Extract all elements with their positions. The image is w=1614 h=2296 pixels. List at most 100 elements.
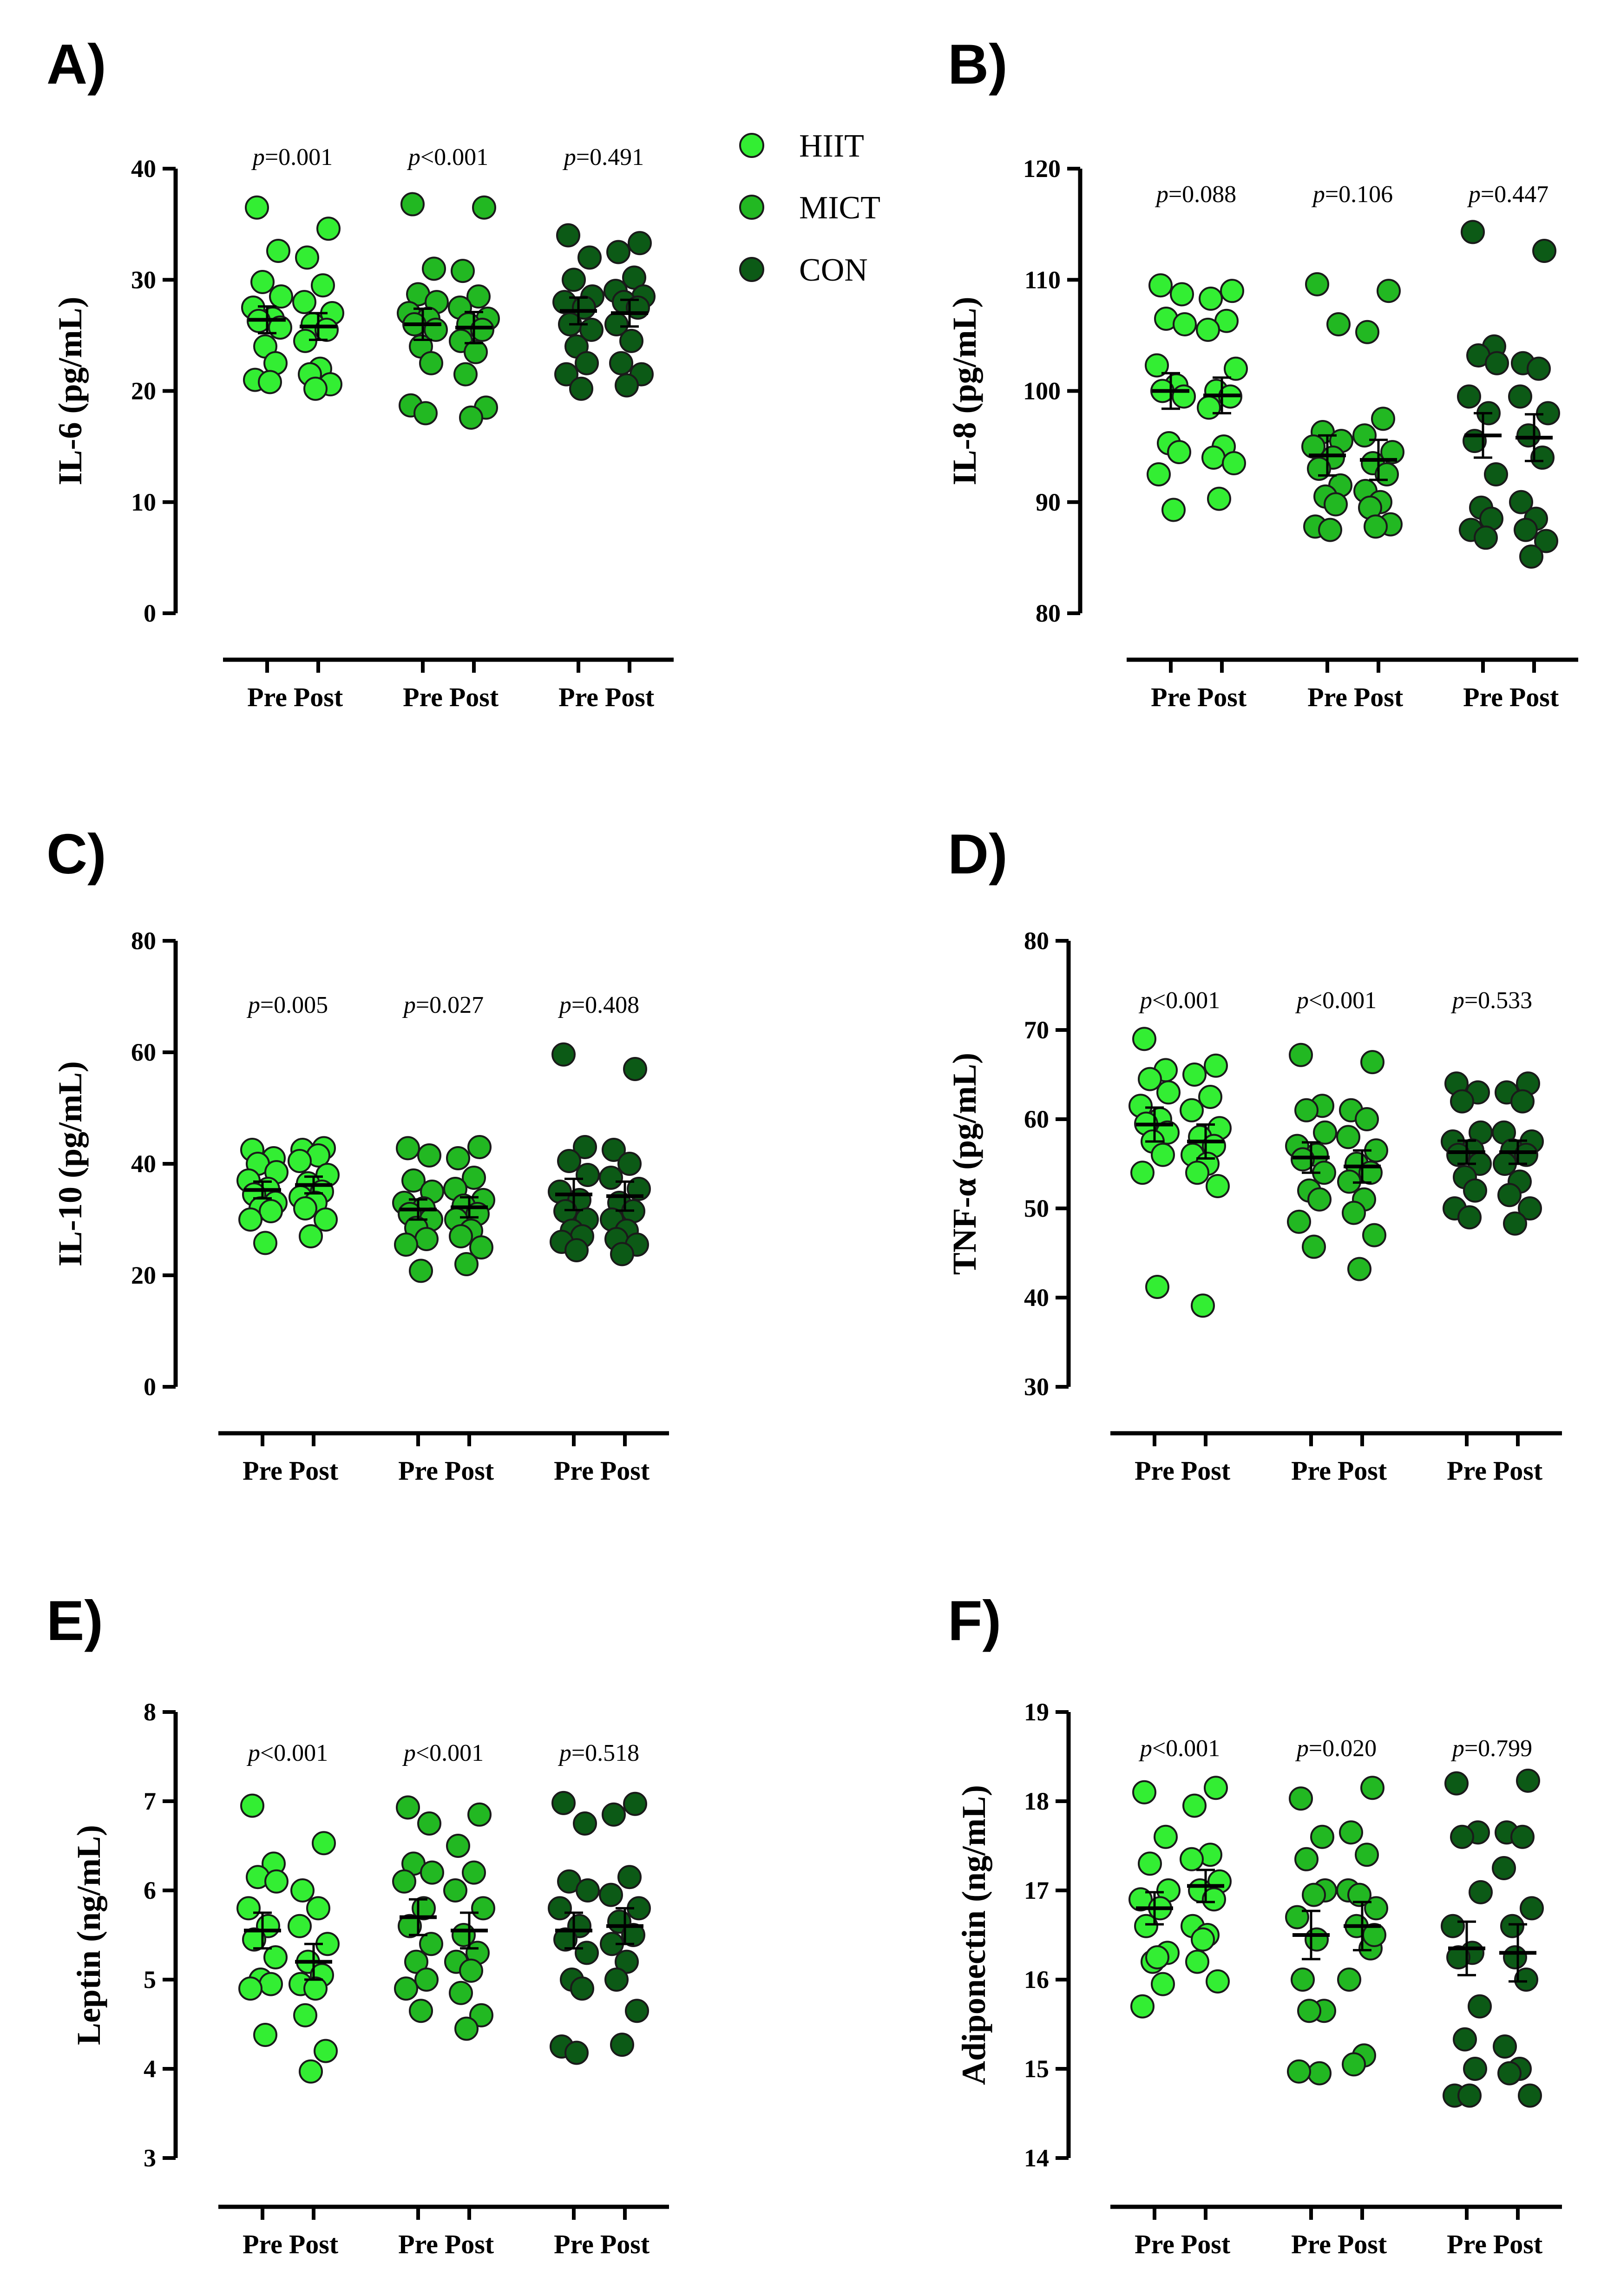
data-point [1196, 317, 1220, 342]
p-value-number: =0.491 [576, 144, 644, 171]
data-point [623, 1791, 647, 1816]
data-point [417, 1143, 441, 1168]
data-point [467, 1135, 492, 1159]
data-point [1172, 384, 1196, 409]
data-point [1310, 1824, 1334, 1849]
p-value-symbol: p [402, 1740, 416, 1766]
data-point [449, 1981, 473, 2005]
x-category-label: Post [294, 682, 343, 712]
data-point [1352, 423, 1377, 448]
data-point [1182, 1793, 1207, 1818]
data-point [1147, 462, 1171, 486]
data-point [413, 401, 438, 426]
y-axis-label: TNF-α (pg/mL) [946, 1053, 983, 1275]
data-point [396, 1795, 420, 1820]
data-point [472, 195, 496, 220]
data-point [258, 370, 282, 394]
data-point [1138, 1851, 1162, 1876]
x-category-label: Pre [558, 682, 598, 712]
data-point [573, 1811, 597, 1836]
data-point [622, 265, 646, 290]
data-point [417, 1811, 441, 1836]
data-point [451, 259, 475, 283]
data-point [610, 1242, 634, 1266]
data-point [602, 1138, 626, 1162]
data-point [623, 1057, 647, 1081]
data-point [1364, 514, 1388, 539]
x-category-label: Pre [398, 1456, 438, 1486]
data-point [1307, 1187, 1332, 1212]
x-category-label: Post [1338, 1456, 1387, 1486]
data-point [1342, 1200, 1366, 1225]
data-point [1360, 1776, 1384, 1800]
data-point [1342, 2052, 1366, 2077]
data-point [250, 270, 275, 295]
panel-letter: D) [948, 822, 1008, 886]
data-point [1289, 1786, 1313, 1811]
data-point [1519, 544, 1543, 569]
data-point [1337, 1968, 1361, 1992]
data-point [1302, 1234, 1326, 1259]
p-value-number: <0.001 [416, 1740, 484, 1766]
data-point [1220, 279, 1244, 303]
data-point [316, 216, 341, 241]
data-point [1206, 1174, 1230, 1198]
data-point [459, 1958, 483, 1983]
data-point [404, 1949, 428, 1974]
p-value-symbol: p [562, 144, 576, 171]
data-point [1287, 1209, 1311, 1234]
y-tick-label: 14 [1024, 2144, 1049, 2172]
data-point [292, 290, 316, 315]
data-point [420, 1860, 444, 1885]
data-point [1285, 1905, 1309, 1929]
data-point [551, 1791, 576, 1815]
data-point [1355, 320, 1379, 344]
p-value-label: p<0.001 [402, 1740, 484, 1766]
p-value-label: p=0.533 [1450, 987, 1532, 1014]
p-value-symbol: p [1155, 181, 1168, 208]
y-tick-label: 20 [131, 1261, 156, 1289]
data-point [446, 1146, 470, 1170]
data-point [553, 1927, 577, 1952]
legend-label-mict: MICT [799, 190, 880, 226]
panel-letter: F) [948, 1589, 1001, 1652]
data-point [628, 231, 652, 256]
data-point [1355, 1843, 1379, 1867]
data-point [1377, 279, 1401, 303]
p-value-symbol: p [1311, 181, 1325, 208]
p-value-symbol: p [1450, 987, 1464, 1014]
y-axis-label: Leptin (ng/mL) [70, 1825, 107, 2045]
x-category-label: Pre [403, 682, 443, 712]
p-value-number: <0.001 [1152, 1735, 1220, 1762]
data-point [1207, 486, 1231, 511]
data-point [1191, 1927, 1215, 1952]
data-point [453, 362, 478, 387]
p-value-number: =0.106 [1325, 181, 1393, 208]
data-point [556, 223, 580, 248]
data-point [464, 340, 488, 364]
p-value-label: p=0.001 [251, 144, 333, 171]
data-point [263, 1945, 288, 1969]
data-point [604, 1968, 629, 1992]
p-value-label: p<0.001 [407, 144, 488, 171]
data-point [557, 1149, 581, 1173]
data-point [1450, 1824, 1474, 1849]
data-point [1453, 2027, 1477, 2052]
data-point [1360, 1050, 1384, 1075]
x-category-label: Post [1197, 682, 1247, 712]
data-point [551, 1042, 576, 1067]
data-point [1148, 273, 1173, 298]
x-category-label: Post [445, 1456, 494, 1486]
data-point [1446, 1945, 1470, 1969]
p-value-symbol: p [1295, 987, 1309, 1014]
data-point [554, 362, 578, 387]
p-value-number: <0.001 [1309, 987, 1377, 1014]
data-point [398, 1914, 422, 1938]
data-point [1305, 272, 1329, 296]
y-axis-label: Adiponectin (ng/mL) [955, 1785, 992, 2085]
data-point [1198, 1085, 1222, 1109]
